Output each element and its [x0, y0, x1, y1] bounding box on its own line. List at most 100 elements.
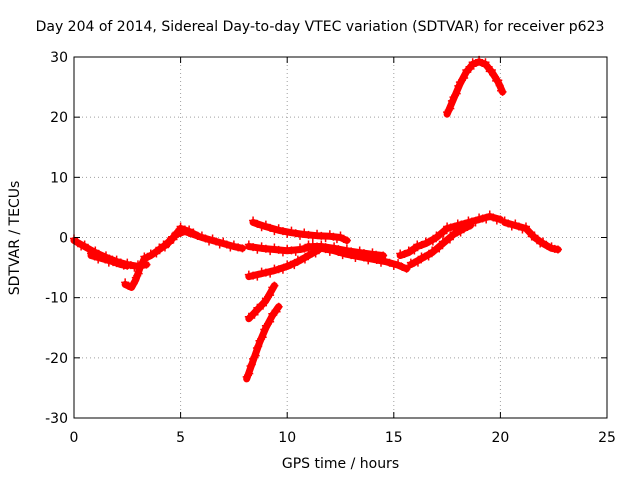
data-point	[300, 228, 309, 237]
y-tick-label: -20	[45, 351, 68, 367]
data-point	[521, 222, 530, 231]
data-point	[533, 235, 542, 244]
data-point	[481, 58, 490, 67]
data-point	[385, 258, 394, 267]
data-point	[428, 246, 437, 255]
series-arc-6	[242, 302, 283, 383]
y-tick-label: -30	[45, 411, 68, 427]
data-point	[251, 351, 260, 360]
data-point	[334, 247, 343, 256]
data-point	[185, 225, 194, 234]
data-point	[189, 229, 198, 238]
data-point	[424, 252, 433, 261]
data-point	[410, 246, 419, 255]
data-point	[266, 247, 275, 256]
data-point	[270, 243, 279, 252]
data-point	[347, 251, 356, 260]
data-point	[176, 222, 185, 231]
data-point	[452, 89, 461, 98]
data-point	[444, 106, 453, 115]
data-point	[266, 291, 275, 300]
data-point	[283, 244, 292, 253]
data-point	[245, 369, 254, 378]
data-point	[456, 228, 465, 237]
data-point	[266, 269, 275, 278]
data-point	[290, 261, 299, 270]
data-point	[431, 245, 440, 254]
data-point	[428, 237, 437, 246]
data-point	[260, 325, 269, 334]
data-point	[244, 240, 253, 249]
data-point	[272, 307, 281, 316]
data-point	[389, 261, 398, 270]
data-point	[524, 227, 533, 236]
data-point	[291, 247, 300, 256]
data-point	[438, 237, 447, 246]
data-point	[291, 229, 300, 238]
y-tick-label: -10	[45, 291, 68, 307]
data-point	[73, 238, 82, 247]
data-point	[417, 241, 426, 250]
data-point	[553, 245, 562, 254]
x-tick-label: 0	[70, 430, 79, 446]
data-point	[398, 262, 407, 271]
data-point	[359, 253, 368, 262]
data-point	[330, 244, 339, 253]
data-point	[274, 302, 283, 311]
data-point	[471, 218, 480, 227]
data-point	[400, 250, 409, 259]
y-tick-label: 0	[59, 231, 68, 247]
data-point	[246, 362, 255, 371]
data-point	[108, 255, 117, 264]
data-point	[274, 245, 283, 254]
x-tick-label: 5	[176, 430, 185, 446]
data-point	[445, 235, 454, 244]
data-series	[70, 55, 562, 383]
data-point	[478, 214, 487, 223]
data-point	[313, 245, 322, 254]
data-point	[498, 87, 507, 96]
data-point	[402, 264, 411, 273]
x-tick-label: 25	[598, 430, 616, 446]
data-point	[295, 243, 304, 252]
data-point	[270, 281, 279, 290]
y-tick-label: 30	[50, 50, 68, 66]
data-point	[259, 301, 268, 310]
data-point	[278, 248, 287, 257]
data-point	[490, 71, 499, 80]
series-arc-2	[87, 249, 132, 270]
data-point	[266, 317, 275, 326]
series-arc-13	[500, 216, 562, 254]
data-point	[254, 342, 263, 351]
data-point	[270, 227, 279, 236]
data-point	[244, 270, 253, 279]
data-point	[460, 74, 469, 83]
data-point	[321, 245, 330, 254]
data-point	[243, 371, 252, 380]
data-point	[495, 81, 504, 90]
series-arc-5	[244, 281, 279, 323]
x-tick-label: 10	[278, 430, 296, 446]
data-point	[447, 96, 456, 105]
data-point	[129, 279, 138, 288]
data-point	[253, 219, 262, 228]
data-point	[134, 269, 143, 278]
data-point	[287, 246, 296, 255]
data-point	[250, 353, 259, 362]
data-point	[497, 86, 506, 95]
axis-ticks: 0 5 10 15 20 25 -30 -20 -10 0 10 20 30	[45, 50, 616, 446]
data-point	[321, 234, 330, 243]
data-point	[261, 268, 270, 277]
x-tick-label: 15	[385, 430, 403, 446]
data-point	[278, 265, 287, 274]
data-point	[253, 245, 262, 254]
data-point	[84, 244, 93, 253]
series-arc-11	[396, 210, 505, 260]
data-point	[304, 240, 313, 249]
data-point	[308, 233, 317, 242]
data-point	[287, 226, 296, 235]
data-point	[193, 231, 202, 240]
data-point	[466, 221, 475, 230]
data-point	[258, 333, 267, 342]
data-point	[332, 235, 341, 244]
